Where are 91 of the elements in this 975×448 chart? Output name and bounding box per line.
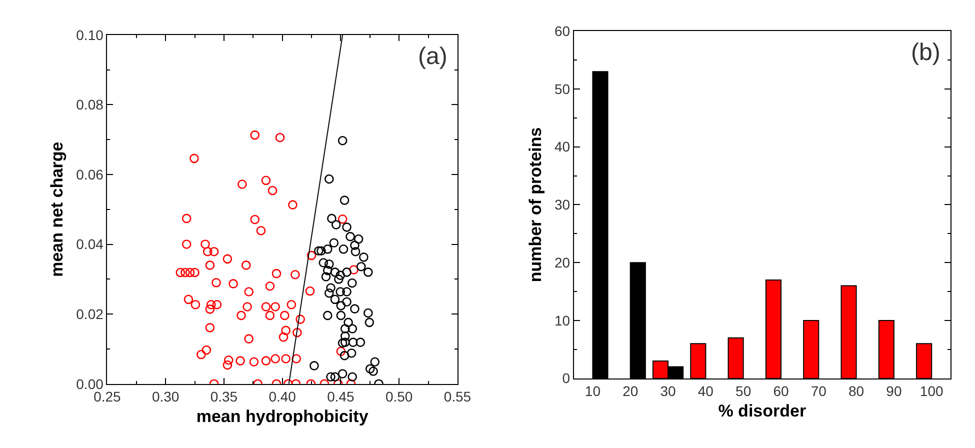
x-tick-label: 80 xyxy=(848,383,864,400)
x-tick-label: 0.40 xyxy=(268,388,296,405)
point xyxy=(324,288,334,298)
point xyxy=(338,244,348,254)
y-tick-label: 40 xyxy=(554,138,570,155)
point xyxy=(348,324,358,334)
y-tick-label: 0.06 xyxy=(76,166,104,182)
x-axis-title: mean hydrophobicity xyxy=(196,407,369,426)
point xyxy=(310,361,319,370)
point xyxy=(324,174,334,184)
y-tick-label: 60 xyxy=(554,22,570,39)
point xyxy=(334,274,344,284)
x-tick-label: 0.45 xyxy=(327,388,355,405)
point xyxy=(327,214,336,224)
point xyxy=(336,270,346,280)
y-tick-label: 10 xyxy=(554,312,570,328)
x-tick-label: 20 xyxy=(622,383,638,400)
point xyxy=(370,357,380,367)
point xyxy=(330,372,340,382)
point xyxy=(365,364,375,374)
point xyxy=(330,294,340,304)
point xyxy=(348,278,357,288)
point xyxy=(324,260,334,269)
point xyxy=(344,318,353,328)
y-tick-label: 0.02 xyxy=(76,306,104,322)
x-tick-label: 40 xyxy=(698,383,714,400)
point xyxy=(330,268,340,277)
point xyxy=(322,266,332,276)
point xyxy=(336,301,346,310)
point xyxy=(342,268,352,277)
x-axis-title: % disorder xyxy=(718,402,806,421)
x-tick-label: 100 xyxy=(920,383,944,400)
x-tick-label: 60 xyxy=(773,383,789,400)
point xyxy=(326,372,336,382)
point xyxy=(338,369,348,378)
y-tick-label: 30 xyxy=(554,196,570,213)
x-tick-label: 0.50 xyxy=(385,388,413,405)
y-tick-label: 0.04 xyxy=(76,236,104,252)
point xyxy=(348,338,358,347)
annotation: (a) xyxy=(418,43,448,70)
y-axis-title: number of proteins xyxy=(526,127,546,282)
y-tick-label: 0.08 xyxy=(76,96,104,113)
point xyxy=(356,338,366,347)
y-axis-title: mean net charge xyxy=(48,142,67,277)
point xyxy=(340,324,350,334)
point xyxy=(350,240,360,250)
y-tick-label: 0.10 xyxy=(76,26,104,43)
point xyxy=(354,234,364,244)
x-tick-label: 0.30 xyxy=(152,388,180,405)
point xyxy=(336,287,346,296)
x-tick-label: 0.55 xyxy=(444,388,472,405)
point xyxy=(368,366,378,376)
point xyxy=(314,246,324,256)
point xyxy=(342,222,352,232)
point xyxy=(350,246,360,256)
point xyxy=(322,310,332,320)
point xyxy=(338,136,348,146)
y-tick-label: 20 xyxy=(554,254,570,270)
point xyxy=(329,238,339,248)
point xyxy=(346,348,356,358)
point xyxy=(340,331,350,341)
point xyxy=(321,272,331,282)
point xyxy=(326,283,336,293)
point xyxy=(363,268,373,277)
x-tick-label: 30 xyxy=(660,383,676,400)
point xyxy=(359,252,368,262)
point xyxy=(338,338,348,348)
annotation: (b) xyxy=(911,39,940,66)
point xyxy=(336,310,346,320)
x-tick-label: 0.35 xyxy=(210,388,238,405)
point xyxy=(346,232,355,242)
point xyxy=(364,318,374,328)
point xyxy=(332,220,341,230)
point xyxy=(340,196,350,205)
point xyxy=(363,308,373,318)
point xyxy=(340,350,350,360)
point xyxy=(342,287,352,296)
point xyxy=(356,262,366,272)
point xyxy=(318,258,328,268)
point xyxy=(316,246,326,256)
x-tick-label: 70 xyxy=(810,383,827,400)
point xyxy=(350,304,360,314)
point xyxy=(322,244,332,254)
x-tick-label: 50 xyxy=(736,383,752,400)
y-tick-label: 50 xyxy=(554,80,570,97)
y-tick-label: 0 xyxy=(562,370,570,386)
x-tick-label: 90 xyxy=(886,383,902,400)
x-tick-label: 10 xyxy=(584,383,601,400)
point xyxy=(342,297,352,306)
point xyxy=(340,338,350,347)
point xyxy=(348,372,358,382)
